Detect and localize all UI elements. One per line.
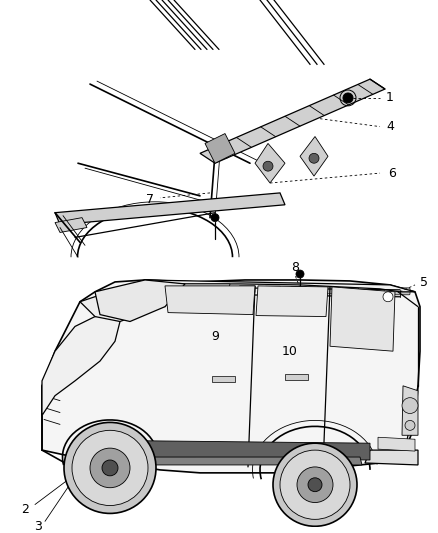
Circle shape (405, 421, 415, 430)
Text: 6: 6 (388, 167, 396, 180)
FancyBboxPatch shape (394, 288, 410, 295)
Circle shape (343, 93, 353, 103)
Circle shape (296, 270, 304, 278)
Text: 4: 4 (386, 120, 394, 133)
Polygon shape (165, 286, 255, 314)
Circle shape (72, 430, 148, 505)
Polygon shape (95, 280, 185, 321)
Polygon shape (55, 217, 87, 232)
Text: 9: 9 (211, 330, 219, 343)
Polygon shape (160, 284, 230, 293)
Text: 7: 7 (146, 193, 154, 206)
Circle shape (402, 398, 418, 414)
Polygon shape (212, 376, 235, 382)
FancyBboxPatch shape (317, 287, 332, 294)
Polygon shape (90, 440, 370, 460)
Text: 1: 1 (386, 92, 394, 104)
Circle shape (263, 161, 273, 171)
Circle shape (383, 292, 393, 302)
Circle shape (64, 423, 156, 513)
Text: 2: 2 (21, 503, 29, 516)
Circle shape (297, 467, 333, 503)
Polygon shape (145, 280, 415, 292)
Polygon shape (402, 386, 418, 435)
Polygon shape (80, 280, 195, 321)
Polygon shape (200, 79, 385, 163)
Polygon shape (300, 136, 328, 176)
Polygon shape (255, 143, 285, 183)
Polygon shape (55, 193, 285, 224)
Circle shape (211, 214, 219, 222)
Circle shape (309, 154, 319, 163)
Circle shape (102, 460, 118, 476)
Text: 3: 3 (34, 520, 42, 533)
FancyBboxPatch shape (265, 286, 281, 293)
Polygon shape (91, 457, 362, 465)
FancyBboxPatch shape (239, 286, 255, 293)
FancyBboxPatch shape (291, 287, 307, 294)
Circle shape (273, 443, 357, 526)
Polygon shape (42, 280, 420, 473)
Text: 10: 10 (282, 345, 298, 358)
FancyBboxPatch shape (368, 287, 384, 294)
Polygon shape (42, 314, 120, 416)
Circle shape (280, 450, 350, 519)
Polygon shape (205, 134, 235, 163)
Polygon shape (378, 437, 415, 451)
Text: 8: 8 (291, 261, 299, 273)
Circle shape (90, 448, 130, 488)
FancyBboxPatch shape (343, 287, 358, 294)
Polygon shape (365, 450, 418, 465)
Polygon shape (285, 374, 308, 380)
Circle shape (308, 478, 322, 491)
Polygon shape (330, 287, 395, 351)
Text: 5: 5 (420, 277, 428, 289)
Polygon shape (256, 286, 328, 317)
